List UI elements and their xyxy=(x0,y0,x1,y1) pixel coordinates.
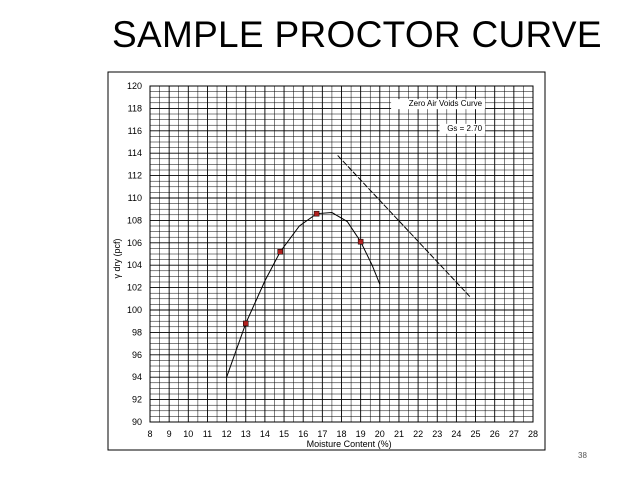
plot-area xyxy=(149,85,534,423)
x-tick-label: 18 xyxy=(336,429,346,439)
x-tick-label: 23 xyxy=(432,429,442,439)
x-tick-label: 11 xyxy=(203,429,212,439)
x-tick-label: 24 xyxy=(451,429,461,439)
x-tick-label: 21 xyxy=(394,429,404,439)
y-tick-label: 118 xyxy=(128,103,142,113)
y-tick-label: 98 xyxy=(132,327,142,337)
x-tick-label: 26 xyxy=(490,429,500,439)
y-tick-label: 96 xyxy=(132,350,142,360)
page-number: 38 xyxy=(578,451,587,460)
x-tick-label: 28 xyxy=(528,429,538,439)
x-axis-label: Moisture Content (%) xyxy=(307,439,392,449)
x-tick-label: 19 xyxy=(356,429,366,439)
data-point xyxy=(313,210,320,217)
annotation-background xyxy=(439,123,486,134)
x-tick-label: 13 xyxy=(241,429,251,439)
y-tick-label: 116 xyxy=(128,126,142,136)
annotation-label: Zero Air Voids Curve xyxy=(409,99,483,108)
chart-grid xyxy=(149,85,534,423)
data-point xyxy=(277,249,283,255)
y-axis-ticks: 90 92 94 96 98 100 102 104 106 108 110 112 114 116 118… xyxy=(127,81,142,427)
annotations: Zero Air Voids Curve Gs = 2.70 xyxy=(391,99,486,134)
x-tick-label: 14 xyxy=(260,429,270,439)
slide-title: SAMPLE PROCTOR CURVE xyxy=(112,14,602,55)
x-tick-label: 15 xyxy=(279,429,289,439)
y-tick-label: 110 xyxy=(128,193,142,203)
y-tick-label: 114 xyxy=(128,148,142,158)
zero-air-voids-line xyxy=(337,155,471,297)
y-tick-label: 100 xyxy=(127,305,142,315)
data-point xyxy=(243,320,249,327)
data-point xyxy=(357,238,364,245)
y-tick-label: 112 xyxy=(128,171,142,181)
x-tick-label: 10 xyxy=(183,429,193,439)
x-tick-label: 16 xyxy=(298,429,308,439)
series-layer xyxy=(226,155,471,378)
annotation-label: Gs = 2.70 xyxy=(447,124,482,133)
x-tick-label: 8 xyxy=(147,429,152,439)
y-tick-label: 94 xyxy=(132,372,142,382)
x-tick-label: 9 xyxy=(167,429,172,439)
y-tick-label: 104 xyxy=(127,260,142,270)
x-tick-label: 22 xyxy=(413,429,423,439)
y-tick-label: 92 xyxy=(132,395,142,405)
annotation-background xyxy=(391,99,486,110)
x-axis-ticks: 8 9 10 11 12 13 14 15 16 17 18 19 20 21 22 23 24 25 26 27 28 xyxy=(147,429,538,439)
y-tick-label: 90 xyxy=(132,417,142,427)
chart-outer-frame xyxy=(107,71,546,451)
x-tick-label: 12 xyxy=(222,429,232,439)
x-tick-label: 25 xyxy=(471,429,481,439)
y-tick-label: 108 xyxy=(127,215,142,225)
y-axis-label: γ dry (pcf) xyxy=(112,238,122,278)
x-tick-label: 27 xyxy=(509,429,519,439)
y-tick-label: 106 xyxy=(127,238,142,248)
y-tick-label: 102 xyxy=(127,283,142,293)
y-tick-label: 120 xyxy=(127,81,142,91)
x-tick-label: 17 xyxy=(317,429,327,439)
x-tick-label: 20 xyxy=(375,429,385,439)
